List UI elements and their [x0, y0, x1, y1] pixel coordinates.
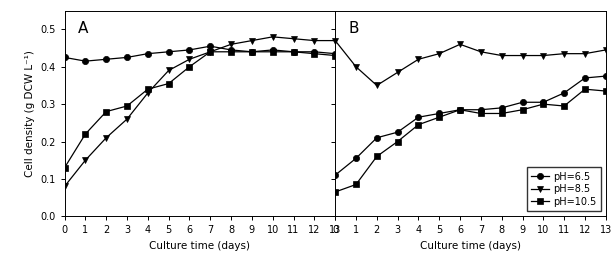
X-axis label: Culture time (days): Culture time (days) [149, 241, 250, 251]
Text: B: B [349, 21, 359, 36]
Y-axis label: Cell density (g DCW L⁻¹): Cell density (g DCW L⁻¹) [25, 50, 34, 177]
Text: A: A [78, 21, 89, 36]
X-axis label: Culture time (days): Culture time (days) [420, 241, 521, 251]
Legend: pH=6.5, pH=8.5, pH=10.5: pH=6.5, pH=8.5, pH=10.5 [526, 167, 601, 211]
